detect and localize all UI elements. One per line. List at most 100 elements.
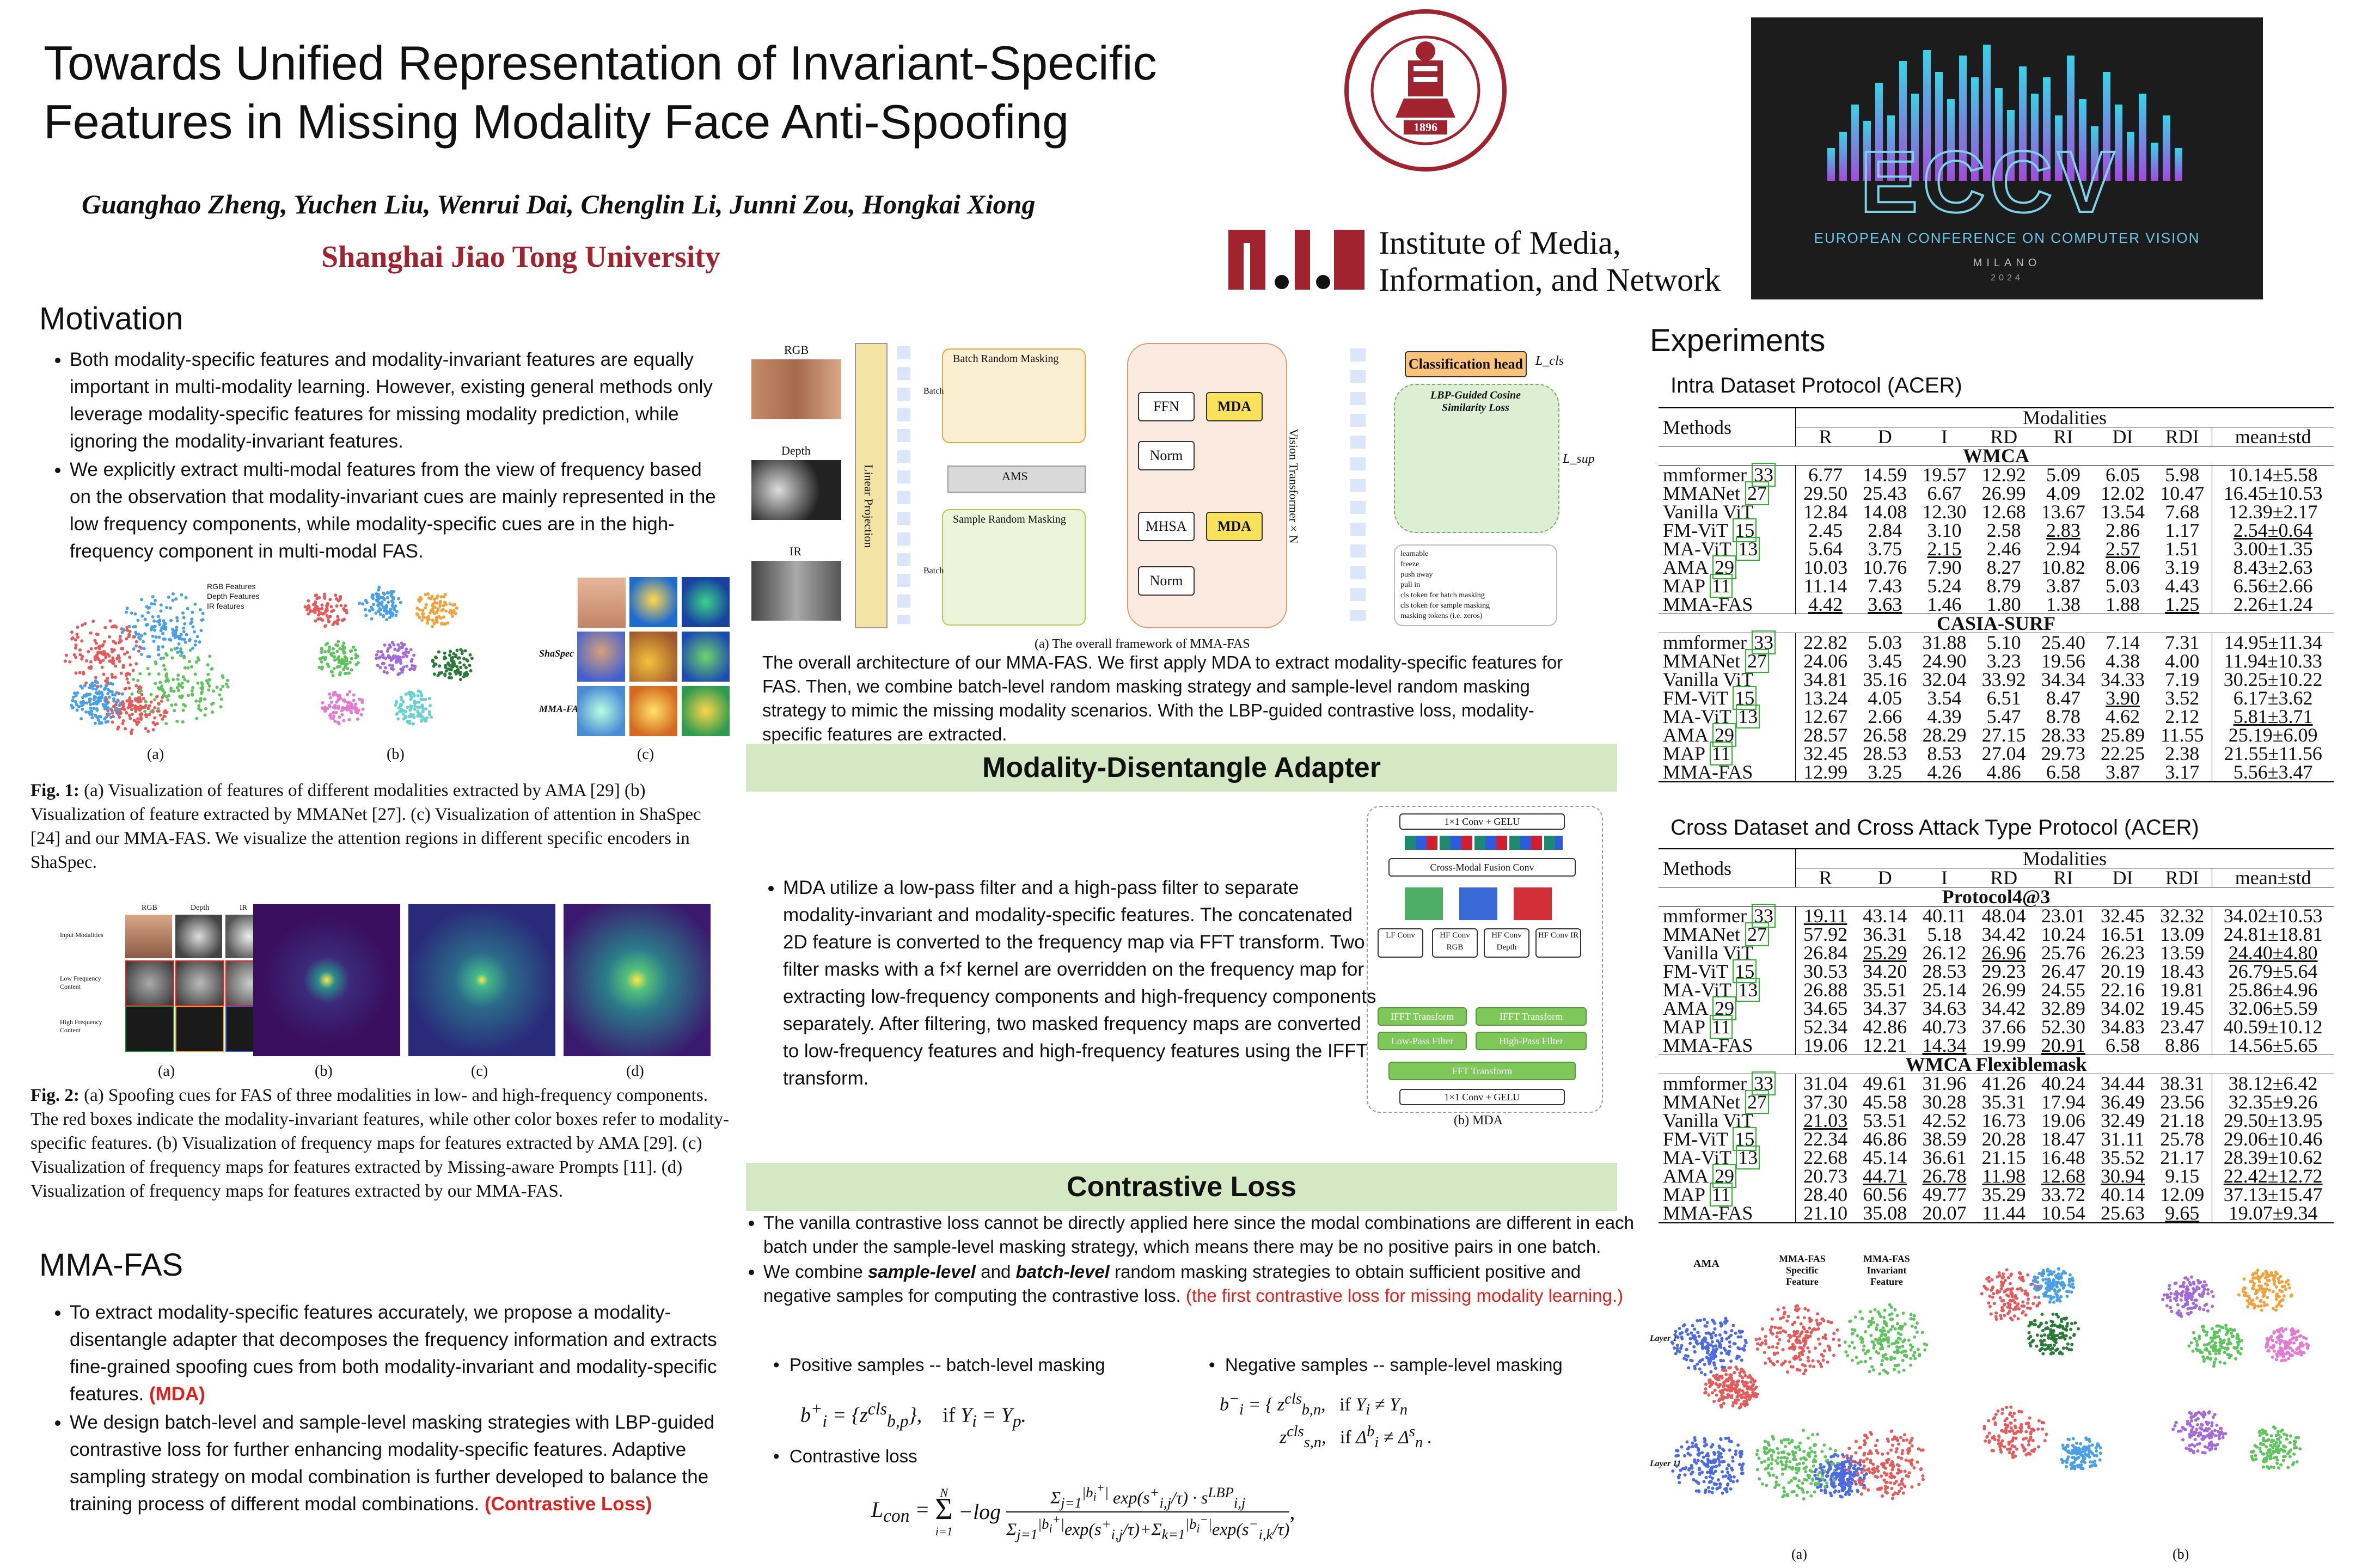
scatter-point <box>1820 1449 1824 1453</box>
scatter-point <box>2258 1447 2262 1450</box>
table-cell: 21.18 <box>2160 1110 2205 1131</box>
scatter-point <box>2005 1293 2009 1297</box>
scatter-point <box>1814 1328 1818 1332</box>
table-cell: 3.54 <box>1927 687 1962 709</box>
scatter-point <box>197 704 201 708</box>
scatter-point <box>143 709 147 713</box>
scatter-point <box>2207 1442 2211 1445</box>
scatter-point <box>2206 1343 2210 1346</box>
scatter-point <box>2224 1432 2228 1436</box>
scatter-point <box>2246 1305 2250 1309</box>
scatter-point <box>2061 1327 2065 1331</box>
poster-title: Towards Unified Representation of Invari… <box>44 34 1274 151</box>
neg-eq-line-2: zclss,n, if Δbi ≠ Δsn . <box>1280 1423 1433 1451</box>
table-cell: 3.75 <box>1868 538 1902 560</box>
table-cell: 33.92 <box>1981 669 2026 690</box>
scatter-point <box>1853 1328 1857 1332</box>
scatter-point <box>132 635 136 639</box>
scatter-point <box>1780 1463 1784 1467</box>
scatter-point <box>1729 1389 1733 1393</box>
scatter-point <box>317 665 321 669</box>
scatter-point <box>1881 1452 1884 1456</box>
scatter-point <box>2236 1333 2239 1337</box>
scatter-point <box>167 694 170 697</box>
scatter-point <box>1889 1306 1893 1309</box>
scatter-point <box>2002 1303 2006 1307</box>
table-cell: Vanilla ViT <box>1659 670 1796 689</box>
scatter-point <box>2002 1275 2005 1279</box>
scatter-point <box>2063 1337 2067 1341</box>
table-cell: FM-ViT 15 <box>1659 1127 1796 1151</box>
scatter-point <box>1847 1447 1851 1450</box>
scatter-point <box>118 703 121 707</box>
scatter-point <box>2023 1289 2027 1293</box>
scatter-point <box>1891 1465 1895 1469</box>
scatter-point <box>385 671 389 675</box>
scatter-point <box>1798 1346 1802 1350</box>
scatter-point <box>1881 1462 1884 1466</box>
scatter-point <box>1700 1339 1704 1343</box>
table-cell: 57.92 <box>1803 923 1848 945</box>
scatter-point <box>1741 1389 1745 1393</box>
scatter-point <box>1890 1497 1894 1500</box>
scatter-point <box>1916 1321 1919 1325</box>
scatter-point <box>1755 1347 1759 1351</box>
scatter-point <box>1722 1382 1726 1386</box>
scatter-point <box>444 609 448 613</box>
cb2-batch-level: batch-level <box>1015 1261 1110 1282</box>
scatter-point <box>1678 1481 1681 1485</box>
scatter-point <box>2271 1273 2274 1277</box>
table-cell: 3.00±1.35 <box>2212 539 2334 559</box>
scatter-point <box>2228 1353 2231 1357</box>
mda-block-red <box>1514 887 1552 920</box>
scatter-point <box>116 699 120 702</box>
scatter-point <box>338 671 342 675</box>
scatter-point <box>451 665 455 669</box>
scatter-point <box>448 602 452 606</box>
scatter-point <box>2290 1333 2294 1337</box>
table-cell: MAP 11 <box>1659 1015 1796 1039</box>
scatter-point <box>1697 1447 1700 1451</box>
scatter-point <box>360 701 364 705</box>
scatter-point <box>161 717 164 721</box>
table-row: Vanilla ViT 21.03 53.51 42.52 16.73 19.06 32.4… <box>1659 1111 2334 1130</box>
scatter-point <box>397 647 401 651</box>
scatter-point <box>2253 1444 2257 1448</box>
scatter-point <box>2288 1286 2292 1290</box>
scatter-point <box>1769 1448 1772 1452</box>
table-row: FM-ViT 15 2.45 2.84 3.10 2.58 2.83 2.86 1.17 2.5… <box>1659 518 2334 542</box>
scatter-point <box>1998 1274 2002 1278</box>
scatter-point <box>2196 1278 2200 1282</box>
scatter-point <box>146 730 150 733</box>
scatter-point <box>2266 1273 2270 1277</box>
scatter-point <box>470 657 474 660</box>
scatter-point <box>194 639 198 643</box>
fig1-legend: RGB Features Depth Features IR features <box>207 581 260 611</box>
scatter-point <box>2234 1357 2238 1361</box>
scatter-point <box>2058 1276 2062 1280</box>
mda-low-pass: Low-Pass Filter <box>1378 1032 1467 1050</box>
scatter-point <box>1701 1358 1705 1362</box>
scatter-point <box>2000 1284 2004 1288</box>
table-intra-dataset: Methods Modalities R D I RD RI DI RDI mean±std WMC… <box>1659 407 2334 782</box>
scatter-point <box>1865 1457 1869 1461</box>
scatter-point <box>342 651 346 655</box>
table-header-columns: R D I RD RI DI RDI mean±std <box>1659 868 2334 887</box>
table-group-row: Protocol4@3 <box>1659 887 2334 906</box>
scatter-point <box>1901 1491 1905 1495</box>
scatter-point <box>1990 1436 1994 1440</box>
table-cell: 19.56 <box>2041 650 2085 672</box>
scatter-point <box>1710 1340 1714 1344</box>
scatter-point <box>1674 1454 1678 1458</box>
scatter-point <box>1753 1379 1757 1383</box>
table-cell: 32.35±9.26 <box>2212 1092 2334 1112</box>
scatter-point <box>2048 1272 2052 1276</box>
scatter-point <box>427 617 431 621</box>
table-cell: 12.92 <box>1981 464 2026 486</box>
affiliation: Shanghai Jiao Tong University <box>321 240 720 274</box>
table-row: MMA-FAS 12.99 3.25 4.26 4.86 6.58 3.87 3.17 5.56… <box>1659 762 2334 782</box>
scatter-point <box>1694 1445 1698 1449</box>
loss-label: • Contrastive loss <box>773 1446 917 1466</box>
scatter-point <box>2003 1290 2006 1294</box>
scatter-point <box>320 646 323 650</box>
